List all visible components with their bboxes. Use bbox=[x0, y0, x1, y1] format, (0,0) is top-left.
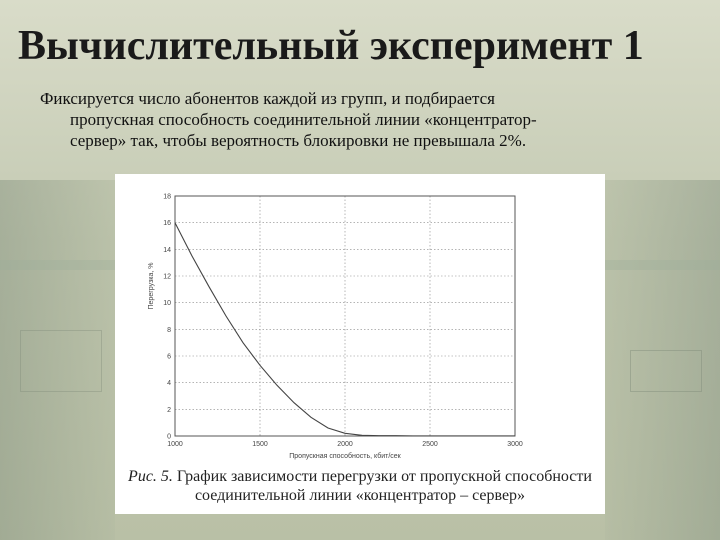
slide-text-line: пропускная способность соединительной ли… bbox=[70, 110, 537, 129]
slide-text-line: Фиксируется число абонентов каждой из гр… bbox=[40, 89, 495, 108]
x-axis-label: Пропускная способность, кбит/сек bbox=[289, 452, 401, 460]
y-axis-label: Перегрузка, % bbox=[148, 262, 155, 309]
y-ticks: 0 2 4 6 8 10 12 14 16 18 bbox=[163, 194, 171, 441]
y-tick-label: 14 bbox=[163, 247, 171, 254]
slide-text: Фиксируется число абонентов каждой из гр… bbox=[40, 88, 695, 151]
series-line bbox=[174, 222, 515, 437]
caption-line: соединительной линии «концентратор – сер… bbox=[194, 487, 526, 504]
y-tick-label: 4 bbox=[167, 380, 171, 387]
plot-frame bbox=[174, 195, 516, 437]
x-tick-label: 2500 bbox=[422, 441, 438, 448]
x-tick-label: 2000 bbox=[337, 441, 353, 448]
y-tick-label: 2 bbox=[167, 407, 171, 414]
y-tick-label: 12 bbox=[163, 274, 171, 281]
y-tick-label: 6 bbox=[167, 354, 171, 361]
y-tick-label: 8 bbox=[167, 327, 171, 334]
y-tick-label: 10 bbox=[163, 300, 171, 307]
slide-text-line: сервер» так, чтобы вероятность блокировк… bbox=[70, 131, 527, 150]
figure: 1000 1500 2000 2500 3000 0 2 4 6 8 10 12 14 16 18 Про… bbox=[115, 174, 605, 514]
figure-caption: Рис. 5. График зависимости перегрузки от… bbox=[115, 467, 605, 505]
x-ticks: 1000 1500 2000 2500 3000 bbox=[167, 441, 523, 448]
x-tick-label: 3000 bbox=[507, 441, 523, 448]
overload-chart: 1000 1500 2000 2500 3000 0 2 4 6 8 10 12 14 16 18 Про… bbox=[148, 194, 523, 461]
y-tick-label: 18 bbox=[163, 194, 171, 201]
slide-title: Вычислительный эксперимент 1 bbox=[18, 23, 644, 69]
x-tick-label: 1000 bbox=[167, 441, 183, 448]
y-tick-label: 0 bbox=[167, 434, 171, 441]
caption-number: Рис. 5. bbox=[128, 468, 173, 485]
caption-line: График зависимости перегрузки от пропуск… bbox=[176, 468, 592, 485]
y-tick-label: 16 bbox=[163, 220, 171, 227]
x-tick-label: 1500 bbox=[252, 441, 268, 448]
